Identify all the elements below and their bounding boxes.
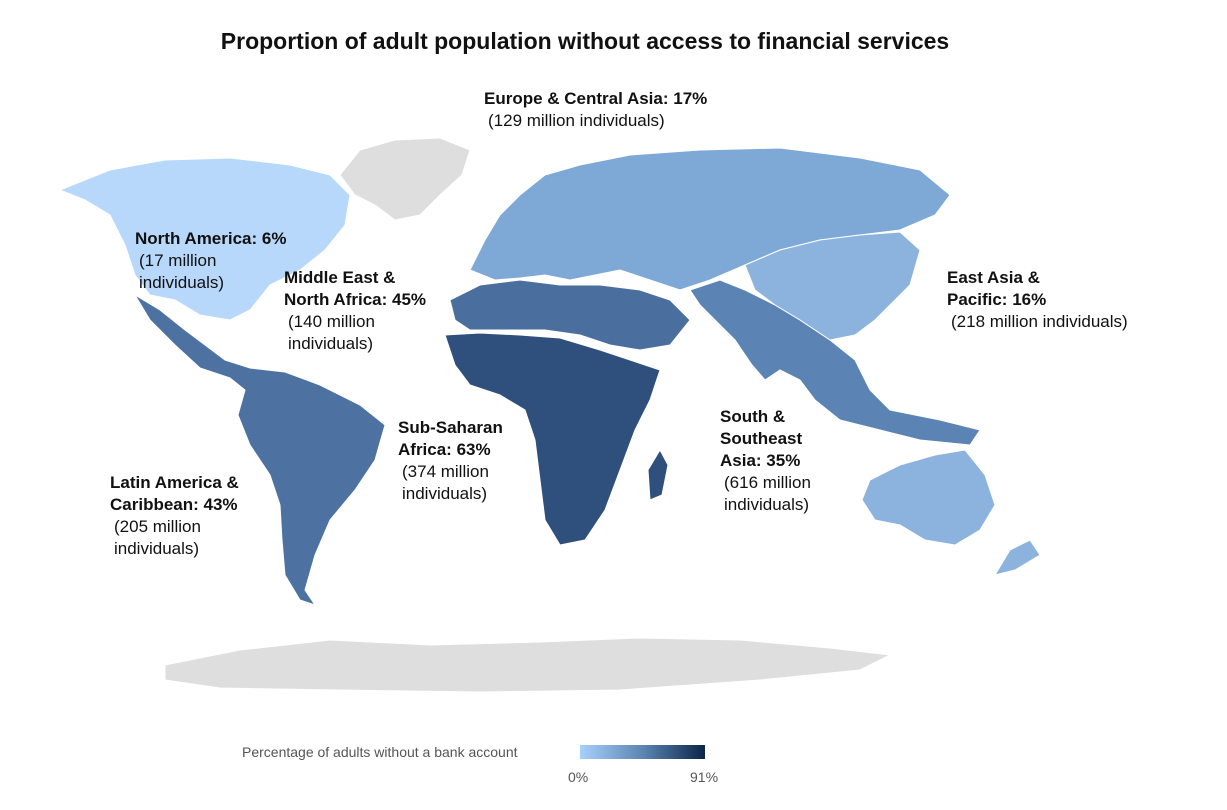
- region-individuals: (374 million individuals): [402, 462, 489, 503]
- middle-east-north-africa-shape: [449, 279, 691, 351]
- east-asia-pacific-shape: [744, 231, 921, 341]
- latin-america-shape: [134, 294, 386, 606]
- label-middle-east-north-africa: Middle East & North Africa: 45% (140 mil…: [284, 267, 426, 355]
- label-east-asia-pacific: East Asia & Pacific: 16% (218 million in…: [947, 267, 1128, 333]
- label-sub-saharan-africa: Sub-Saharan Africa: 63% (374 million ind…: [398, 417, 503, 505]
- australia-shape: [861, 449, 996, 546]
- region-individuals: (17 million individuals): [139, 251, 225, 292]
- madagascar-shape: [647, 448, 669, 501]
- region-individuals: (205 million individuals): [114, 517, 201, 558]
- label-europe-central-asia: Europe & Central Asia: 17% (129 million …: [484, 88, 707, 132]
- region-individuals: (129 million individuals): [488, 111, 665, 130]
- region-name: Europe & Central Asia: 17%: [484, 89, 708, 108]
- region-individuals: (616 million individuals): [724, 473, 811, 514]
- legend-color-scale: [580, 745, 705, 759]
- greenland-shape: [339, 137, 471, 221]
- legend-min-label: 0%: [568, 769, 589, 785]
- region-name: North America: 6%: [135, 229, 287, 248]
- new-zealand-shape: [993, 539, 1041, 576]
- region-name: East Asia & Pacific: 16%: [947, 268, 1047, 309]
- region-name: Sub-Saharan Africa: 63%: [398, 418, 503, 459]
- sub-saharan-africa-shape: [444, 332, 661, 546]
- map-title: Proportion of adult population without a…: [220, 28, 950, 54]
- europe-central-asia-shape: [469, 147, 951, 291]
- region-individuals: (218 million individuals): [951, 312, 1128, 331]
- label-north-america: North America: 6% (17 million individual…: [135, 228, 286, 294]
- region-name: South & Southeast Asia: 35%: [720, 407, 803, 470]
- label-south-southeast-asia: South & Southeast Asia: 35% (616 million…: [720, 406, 811, 516]
- legend-title: Percentage of adults without a bank acco…: [242, 744, 518, 760]
- region-name: Middle East & North Africa: 45%: [284, 268, 427, 309]
- region-individuals: (140 million individuals): [288, 312, 375, 353]
- north-america-shape: [58, 157, 351, 321]
- region-name: Latin America & Caribbean: 43%: [110, 473, 239, 514]
- legend-max-label: 91%: [690, 769, 719, 785]
- label-latin-america-caribbean: Latin America & Caribbean: 43% (205 mill…: [110, 472, 239, 560]
- antarctica-shape: [164, 637, 892, 693]
